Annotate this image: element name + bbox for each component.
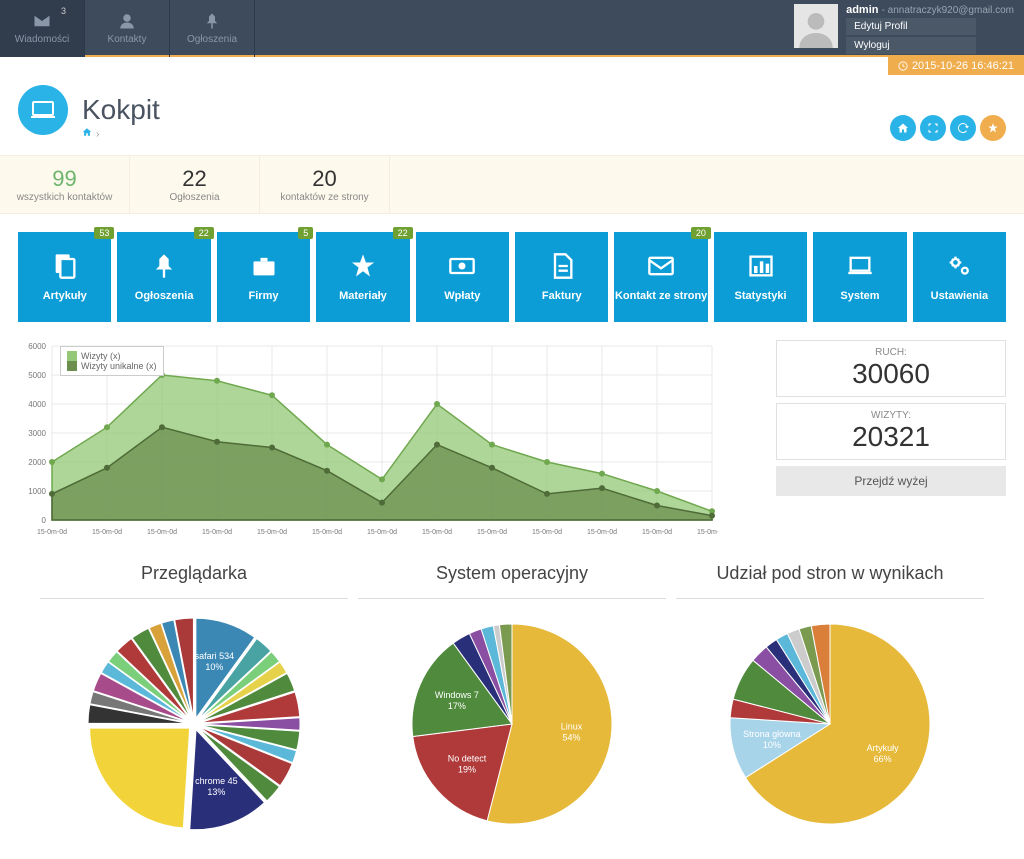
- tile-System[interactable]: System: [813, 232, 906, 322]
- svg-text:15-0m-0d: 15-0m-0d: [257, 529, 287, 536]
- pie-1: System operacyjnyLinux54%No detect19%Win…: [358, 563, 666, 839]
- svg-text:17%: 17%: [448, 701, 466, 711]
- go-button[interactable]: Przejdź wyżej: [776, 466, 1006, 496]
- topnav-Kontakty[interactable]: Kontakty: [85, 0, 170, 57]
- svg-text:No detect: No detect: [448, 754, 487, 764]
- svg-text:10%: 10%: [763, 740, 781, 750]
- svg-text:10%: 10%: [205, 662, 223, 672]
- visits-chart: 0 1000 2000 3000 4000 5000 6000 15-0m-0d 15-0m-0…: [18, 340, 756, 545]
- user-email: - annatraczyk920@gmail.com: [882, 5, 1014, 16]
- svg-text:15-0m-0d: 15-0m-0d: [202, 529, 232, 536]
- stat-wizyty: WIZYTY:20321: [776, 403, 1006, 460]
- svg-text:15-0m-0d: 15-0m-0d: [147, 529, 177, 536]
- action-refresh[interactable]: [950, 115, 976, 141]
- page-icon: [18, 85, 68, 135]
- svg-text:15-0m-0d: 15-0m-0d: [37, 529, 67, 536]
- svg-text:Artykuły: Artykuły: [867, 743, 900, 753]
- page-header: Kokpit ›: [0, 75, 1024, 145]
- tile-Materiały[interactable]: 22 Materiały: [316, 232, 409, 322]
- svg-text:13%: 13%: [207, 787, 225, 797]
- svg-text:3000: 3000: [28, 429, 46, 438]
- svg-text:Strona główna: Strona główna: [743, 729, 801, 739]
- page-title: Kokpit: [82, 94, 160, 126]
- tile-Ogłoszenia[interactable]: 22 Ogłoszenia: [117, 232, 210, 322]
- edit-profile-link[interactable]: Edytuj Profil: [846, 18, 976, 35]
- chart-legend: Wizyty (x)Wizyty unikalne (x): [60, 346, 164, 376]
- svg-text:15-0m-0d: 15-0m-0d: [92, 529, 122, 536]
- svg-text:0: 0: [42, 516, 47, 525]
- svg-text:19%: 19%: [458, 765, 476, 775]
- pie-row: Przeglądarkasafari 53410%chrome 4513%Sys…: [0, 563, 1024, 859]
- action-star[interactable]: [980, 115, 1006, 141]
- breadcrumb[interactable]: ›: [82, 127, 99, 140]
- tile-Kontakt ze strony[interactable]: 20 Kontakt ze strony: [614, 232, 707, 322]
- svg-text:15-0m-0d: 15-0m-0d: [477, 529, 507, 536]
- svg-text:15-0m-0d: 15-0m-0d: [587, 529, 617, 536]
- stat-ruch: RUCH:30060: [776, 340, 1006, 397]
- user-name: admin: [846, 4, 878, 16]
- svg-text:5000: 5000: [28, 371, 46, 380]
- tile-Ustawienia[interactable]: Ustawienia: [913, 232, 1006, 322]
- logout-link[interactable]: Wyloguj: [846, 37, 976, 54]
- stat-cell: 22Ogłoszenia: [130, 156, 260, 213]
- svg-text:15-0m-0d: 15-0m-0d: [312, 529, 342, 536]
- svg-text:safari 534: safari 534: [195, 651, 235, 661]
- tile-Firmy[interactable]: 5 Firmy: [217, 232, 310, 322]
- tile-Artykuły[interactable]: 53 Artykuły: [18, 232, 111, 322]
- svg-text:Linux: Linux: [561, 722, 583, 732]
- stat-cell: 20kontaktów ze strony: [260, 156, 390, 213]
- avatar: [794, 4, 838, 48]
- svg-text:Windows 7: Windows 7: [435, 690, 479, 700]
- stat-cell: 99wszystkich kontaktów: [0, 156, 130, 213]
- svg-text:15-0m-0d: 15-0m-0d: [697, 529, 718, 536]
- svg-text:15-0m-0d: 15-0m-0d: [367, 529, 397, 536]
- pie-0: Przeglądarkasafari 53410%chrome 4513%: [40, 563, 348, 839]
- topnav-Wiadomości[interactable]: 3 Wiadomości: [0, 0, 85, 57]
- svg-text:66%: 66%: [874, 754, 892, 764]
- stats-row: 99wszystkich kontaktów22Ogłoszenia20kont…: [0, 155, 1024, 214]
- topbar: 3 Wiadomości Kontakty Ogłoszenia admin -…: [0, 0, 1024, 57]
- svg-text:54%: 54%: [563, 733, 581, 743]
- svg-text:2000: 2000: [28, 458, 46, 467]
- svg-text:chrome 45: chrome 45: [195, 776, 238, 786]
- clock: 2015-10-26 16:46:21: [888, 57, 1024, 75]
- tile-Faktury[interactable]: Faktury: [515, 232, 608, 322]
- svg-text:15-0m-0d: 15-0m-0d: [422, 529, 452, 536]
- svg-text:15-0m-0d: 15-0m-0d: [642, 529, 672, 536]
- action-expand[interactable]: [920, 115, 946, 141]
- svg-text:6000: 6000: [28, 342, 46, 351]
- action-home[interactable]: [890, 115, 916, 141]
- pie-2: Udział pod stron w wynikachArtykuły66%St…: [676, 563, 984, 839]
- svg-text:15-0m-0d: 15-0m-0d: [532, 529, 562, 536]
- svg-text:4000: 4000: [28, 400, 46, 409]
- svg-text:1000: 1000: [28, 487, 46, 496]
- user-box: admin - annatraczyk920@gmail.com Edytuj …: [794, 4, 1014, 54]
- tile-Wpłaty[interactable]: Wpłaty: [416, 232, 509, 322]
- topnav-Ogłoszenia[interactable]: Ogłoszenia: [170, 0, 255, 57]
- tile-Statystyki[interactable]: Statystyki: [714, 232, 807, 322]
- tiles: 53 Artykuły 22 Ogłoszenia 5 Firmy 22 Mat…: [0, 232, 1024, 322]
